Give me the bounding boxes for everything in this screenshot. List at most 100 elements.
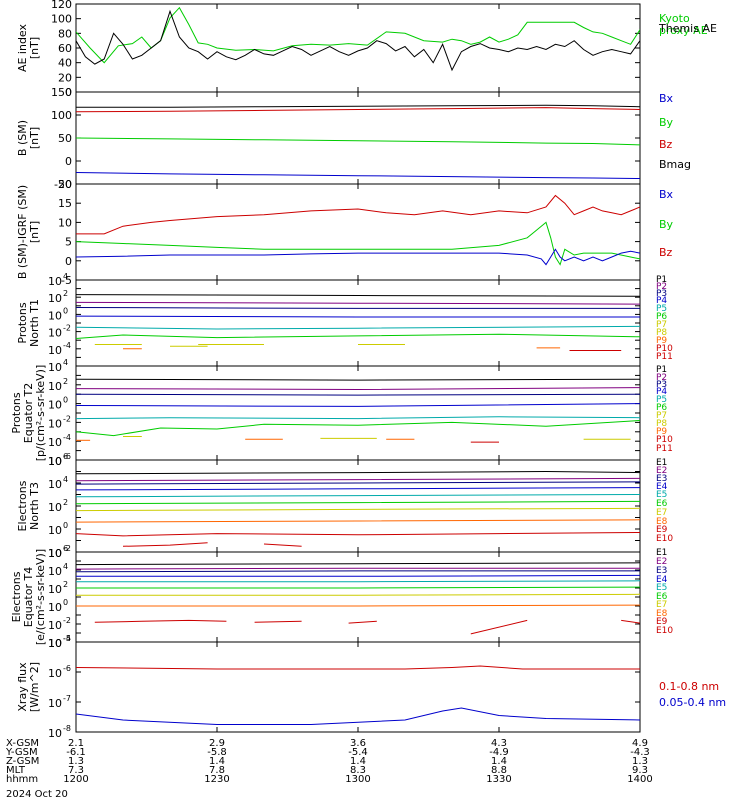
series-line	[76, 470, 640, 475]
y-tick-label: 10	[48, 601, 62, 614]
y-axis-label: [nT]	[28, 221, 41, 243]
x-axis-value: 1.3	[632, 756, 648, 767]
y-tick-label: -5	[61, 274, 72, 287]
y-tick-label: 100	[51, 109, 72, 122]
y-axis-label: Electrons	[10, 571, 23, 622]
panel-data	[76, 194, 640, 266]
legend-entry: Bx	[659, 92, 674, 105]
x-axis-table: X-GSM 2.1 2.9 3.6 4.3 4.9 Y-GSM -6.1 -5.8 -5.4 -4.…	[5, 738, 653, 800]
series-line	[76, 221, 640, 266]
series-line	[76, 325, 640, 330]
series-line	[76, 665, 640, 670]
x-axis-value: -4.9	[489, 747, 509, 758]
legend-entry: P7	[656, 411, 667, 421]
y-tick-label: 0	[65, 255, 72, 268]
y-tick-label: 10	[48, 399, 62, 412]
series-line	[76, 294, 640, 297]
y-axis-label: [W/m^2]	[28, 662, 41, 712]
legend-entry: E1	[656, 548, 667, 558]
legend-entry: Kyoto	[659, 12, 690, 25]
panel-data	[76, 470, 640, 547]
series-line	[76, 172, 640, 179]
legend-entry: P8	[656, 328, 667, 338]
y-axis-label: AE index	[16, 23, 29, 72]
y-tick-exponent: 2	[63, 498, 68, 507]
series-line	[76, 567, 640, 570]
y-axis-label: Electrons	[16, 480, 29, 531]
y-tick-label: 0	[65, 86, 72, 99]
series-line	[76, 519, 640, 523]
legend-entry: E4	[656, 482, 668, 492]
y-tick-exponent: -8	[63, 724, 71, 733]
legend-entry: P8	[656, 419, 667, 429]
series-line	[76, 387, 640, 391]
panel-data	[76, 562, 640, 635]
legend-entry: P5	[656, 395, 667, 405]
y-tick-label: 10	[48, 361, 62, 374]
panel-data	[76, 294, 640, 351]
x-axis-value: 8.3	[350, 765, 366, 776]
y-tick-label: 10	[48, 501, 62, 514]
y-tick-exponent: 6	[63, 452, 68, 461]
x-axis-value: 9.3	[632, 765, 648, 776]
legend-entry: Bx	[659, 188, 674, 201]
x-axis-value: 1330	[486, 774, 511, 785]
y-tick-label: -50	[54, 178, 72, 191]
legend-entry: P1	[656, 275, 667, 285]
y-tick-label: 10	[48, 380, 62, 393]
series-line	[76, 507, 640, 512]
x-axis-row-label: Y-GSM	[5, 747, 38, 758]
y-tick-label: 10	[48, 455, 62, 468]
y-axis-label: Equator T2	[22, 383, 35, 443]
y-tick-label: 10	[58, 216, 72, 229]
legend-entry: 0.05-0.4 nm	[659, 696, 726, 709]
series-line	[263, 543, 302, 547]
x-axis-value: 1230	[204, 774, 229, 785]
y-tick-label: 10	[48, 436, 62, 449]
y-tick-exponent: 4	[63, 358, 68, 367]
legend-entry: P6	[656, 312, 667, 322]
x-axis-value: 1300	[345, 774, 370, 785]
series-line	[76, 416, 640, 420]
legend-entry: proxy AE	[659, 24, 708, 37]
legend-entry: P2	[656, 373, 667, 383]
series-line	[76, 494, 640, 498]
series-line	[470, 619, 528, 635]
x-axis-row-label: hhmm	[6, 774, 38, 785]
x-axis-value: 4.9	[632, 738, 648, 749]
y-tick-exponent: -4	[63, 433, 71, 442]
y-tick-label: 50	[58, 132, 72, 145]
y-tick-exponent: -5	[63, 634, 71, 643]
y-tick-label: 10	[48, 619, 62, 632]
series-line	[76, 307, 640, 309]
x-axis-value: 2.1	[68, 738, 84, 749]
x-axis-value: -4.3	[630, 747, 650, 758]
legend-entry: E10	[656, 626, 673, 636]
y-tick-exponent: -2	[63, 414, 71, 423]
legend-entry: E10	[656, 534, 673, 544]
legend-entry: E3	[656, 474, 667, 484]
y-tick-exponent: -6	[63, 664, 71, 673]
y-axis-label: Xray flux	[16, 662, 29, 712]
series-line	[76, 604, 640, 607]
legend-entry: P10	[656, 344, 673, 354]
legend-entry: 0.1-0.8 nm	[659, 680, 719, 693]
series-line	[76, 580, 640, 583]
y-tick-label: 60	[58, 42, 72, 55]
legend-entry: E7	[656, 600, 667, 610]
panel-data	[76, 6, 640, 72]
series-line	[76, 574, 640, 577]
y-axis-label: [e/(cm²-s-sr-keV)]	[34, 549, 47, 645]
x-axis-row-label: X-GSM	[6, 738, 39, 749]
panel-frame	[75, 551, 641, 643]
y-tick-label: 10	[48, 547, 62, 560]
series-line	[76, 481, 640, 485]
y-tick-exponent: 0	[63, 598, 68, 607]
series-line	[76, 9, 640, 72]
series-line	[76, 6, 640, 64]
legend-entry: P5	[656, 304, 667, 314]
legend-entry: E2	[656, 557, 667, 567]
